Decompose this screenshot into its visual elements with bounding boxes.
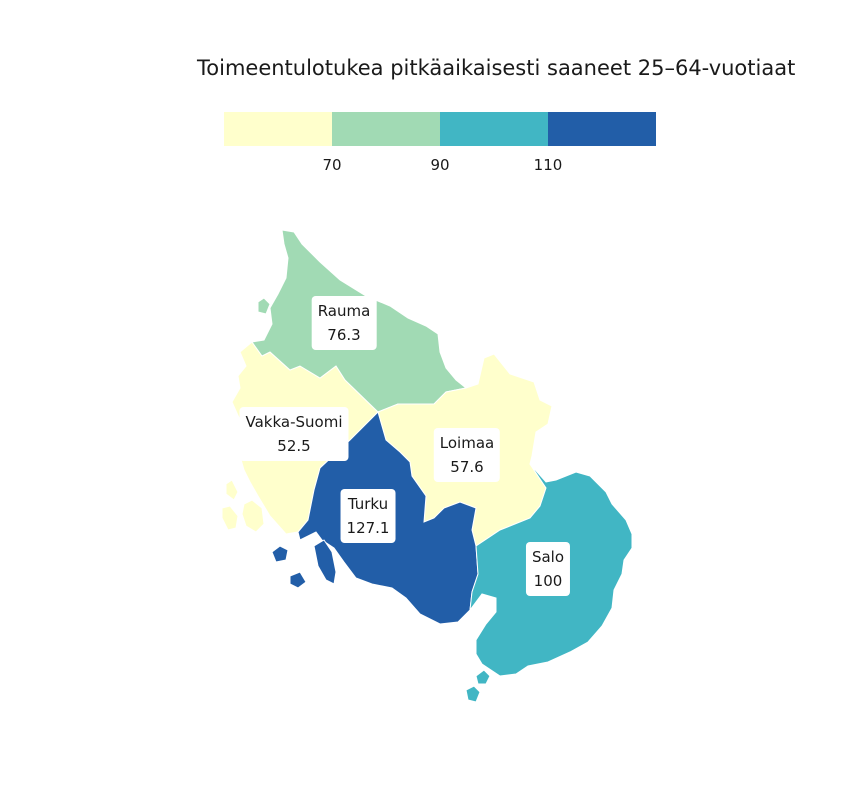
legend-swatch-2 [332, 112, 440, 146]
legend-swatch-4 [548, 112, 656, 146]
region-value: 57.6 [450, 458, 484, 476]
legend-swatch-3 [440, 112, 548, 146]
map-title: Toimeentulotukea pitkäaikaisesti saaneet… [197, 56, 796, 80]
label-loimaa: Loimaa 57.6 [433, 428, 501, 482]
region-value: 76.3 [327, 326, 361, 344]
region-name: Loimaa [439, 434, 495, 452]
label-turku: Turku 127.1 [340, 489, 396, 543]
color-legend [224, 112, 656, 146]
region-name: Turku [347, 495, 389, 513]
region-value: 100 [533, 572, 563, 590]
label-vakka-suomi: Vakka-Suomi 52.5 [239, 407, 349, 461]
region-name: Vakka-Suomi [245, 413, 343, 431]
label-salo: Salo 100 [525, 542, 571, 596]
label-rauma: Rauma 76.3 [311, 296, 377, 350]
region-name: Salo [531, 548, 565, 566]
legend-swatch-1 [224, 112, 332, 146]
region-name: Rauma [317, 302, 371, 320]
legend-tick-70: 70 [322, 156, 342, 174]
region-value: 52.5 [277, 437, 311, 455]
region-value: 127.1 [346, 519, 390, 537]
legend-tick-90: 90 [430, 156, 450, 174]
legend-tick-110: 110 [533, 156, 563, 174]
